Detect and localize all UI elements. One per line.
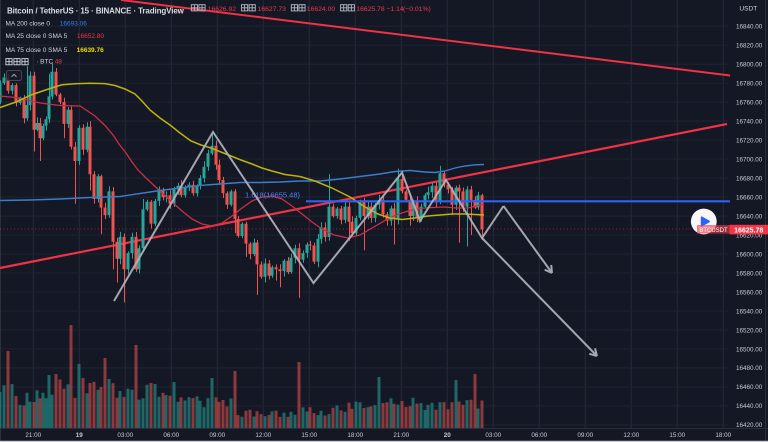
svg-text:16680.00: 16680.00 <box>736 175 763 182</box>
svg-text:16693.06: 16693.06 <box>60 21 87 28</box>
svg-text:MA 200 close 0: MA 200 close 0 <box>6 21 51 28</box>
svg-text:16820.00: 16820.00 <box>736 43 763 50</box>
svg-text:12:00: 12:00 <box>255 432 271 439</box>
svg-text:09:00: 09:00 <box>209 432 225 439</box>
svg-text:16600.00: 16600.00 <box>736 251 763 258</box>
svg-text:MA 75 close 0 SMA 5: MA 75 close 0 SMA 5 <box>6 47 68 54</box>
svg-text:16652.80: 16652.80 <box>77 33 104 40</box>
svg-text:19: 19 <box>76 432 84 439</box>
svg-text:16760.00: 16760.00 <box>736 99 763 106</box>
svg-text:(−0.01%): (−0.01%) <box>403 6 431 13</box>
svg-text:16640.00: 16640.00 <box>736 213 763 220</box>
svg-text:18:00: 18:00 <box>715 432 731 439</box>
svg-text:06:00: 06:00 <box>531 432 547 439</box>
svg-text:16625.78: 16625.78 <box>734 227 763 234</box>
svg-text:USDT: USDT <box>739 5 757 12</box>
svg-text:−1.14: −1.14 <box>387 6 404 13</box>
svg-text:16520.00: 16520.00 <box>736 327 763 334</box>
svg-text:16480.00: 16480.00 <box>736 365 763 372</box>
svg-text:16840.00: 16840.00 <box>736 24 763 31</box>
svg-text:15:00: 15:00 <box>669 432 685 439</box>
svg-text:BTCUSDT: BTCUSDT <box>699 228 728 234</box>
svg-text:21:00: 21:00 <box>25 432 41 439</box>
svg-text:1.618(16655.48): 1.618(16655.48) <box>245 191 301 200</box>
svg-text:16660.00: 16660.00 <box>736 194 763 201</box>
svg-text:16500.00: 16500.00 <box>736 346 763 353</box>
svg-text:16460.00: 16460.00 <box>736 384 763 391</box>
svg-text:Bitcoin / TetherUS · 15 · BINA: Bitcoin / TetherUS · 15 · BINANCE · Trad… <box>7 7 185 16</box>
svg-text:16800.00: 16800.00 <box>736 62 763 69</box>
svg-text:21:00: 21:00 <box>393 432 409 439</box>
svg-text:03:00: 03:00 <box>117 432 133 439</box>
svg-text:16626.92: 16626.92 <box>208 6 237 13</box>
svg-text:16625.78: 16625.78 <box>356 6 385 13</box>
svg-text:03:00: 03:00 <box>485 432 501 439</box>
svg-text:16720.00: 16720.00 <box>736 137 763 144</box>
svg-text:20: 20 <box>444 432 452 439</box>
svg-text:16620.00: 16620.00 <box>736 232 763 239</box>
svg-text:16639.76: 16639.76 <box>77 47 104 54</box>
svg-text:16440.00: 16440.00 <box>736 403 763 410</box>
svg-text:MA 25 close 0 SMA 5: MA 25 close 0 SMA 5 <box>6 33 68 40</box>
svg-text:16560.00: 16560.00 <box>736 289 763 296</box>
svg-text:16780.00: 16780.00 <box>736 81 763 88</box>
svg-text:16420.00: 16420.00 <box>736 422 763 429</box>
svg-text:18:00: 18:00 <box>347 432 363 439</box>
svg-text:16624.00: 16624.00 <box>307 6 336 13</box>
svg-text:06:00: 06:00 <box>163 432 179 439</box>
svg-text:12:00: 12:00 <box>623 432 639 439</box>
svg-text:16540.00: 16540.00 <box>736 308 763 315</box>
svg-text:16700.00: 16700.00 <box>736 156 763 163</box>
svg-text:16627.73: 16627.73 <box>258 6 287 13</box>
svg-text:48: 48 <box>55 59 63 66</box>
svg-text:09:00: 09:00 <box>577 432 593 439</box>
svg-text:15:00: 15:00 <box>301 432 317 439</box>
svg-text:16580.00: 16580.00 <box>736 270 763 277</box>
svg-text:· BTC: · BTC <box>36 59 53 66</box>
svg-text:16740.00: 16740.00 <box>736 118 763 125</box>
